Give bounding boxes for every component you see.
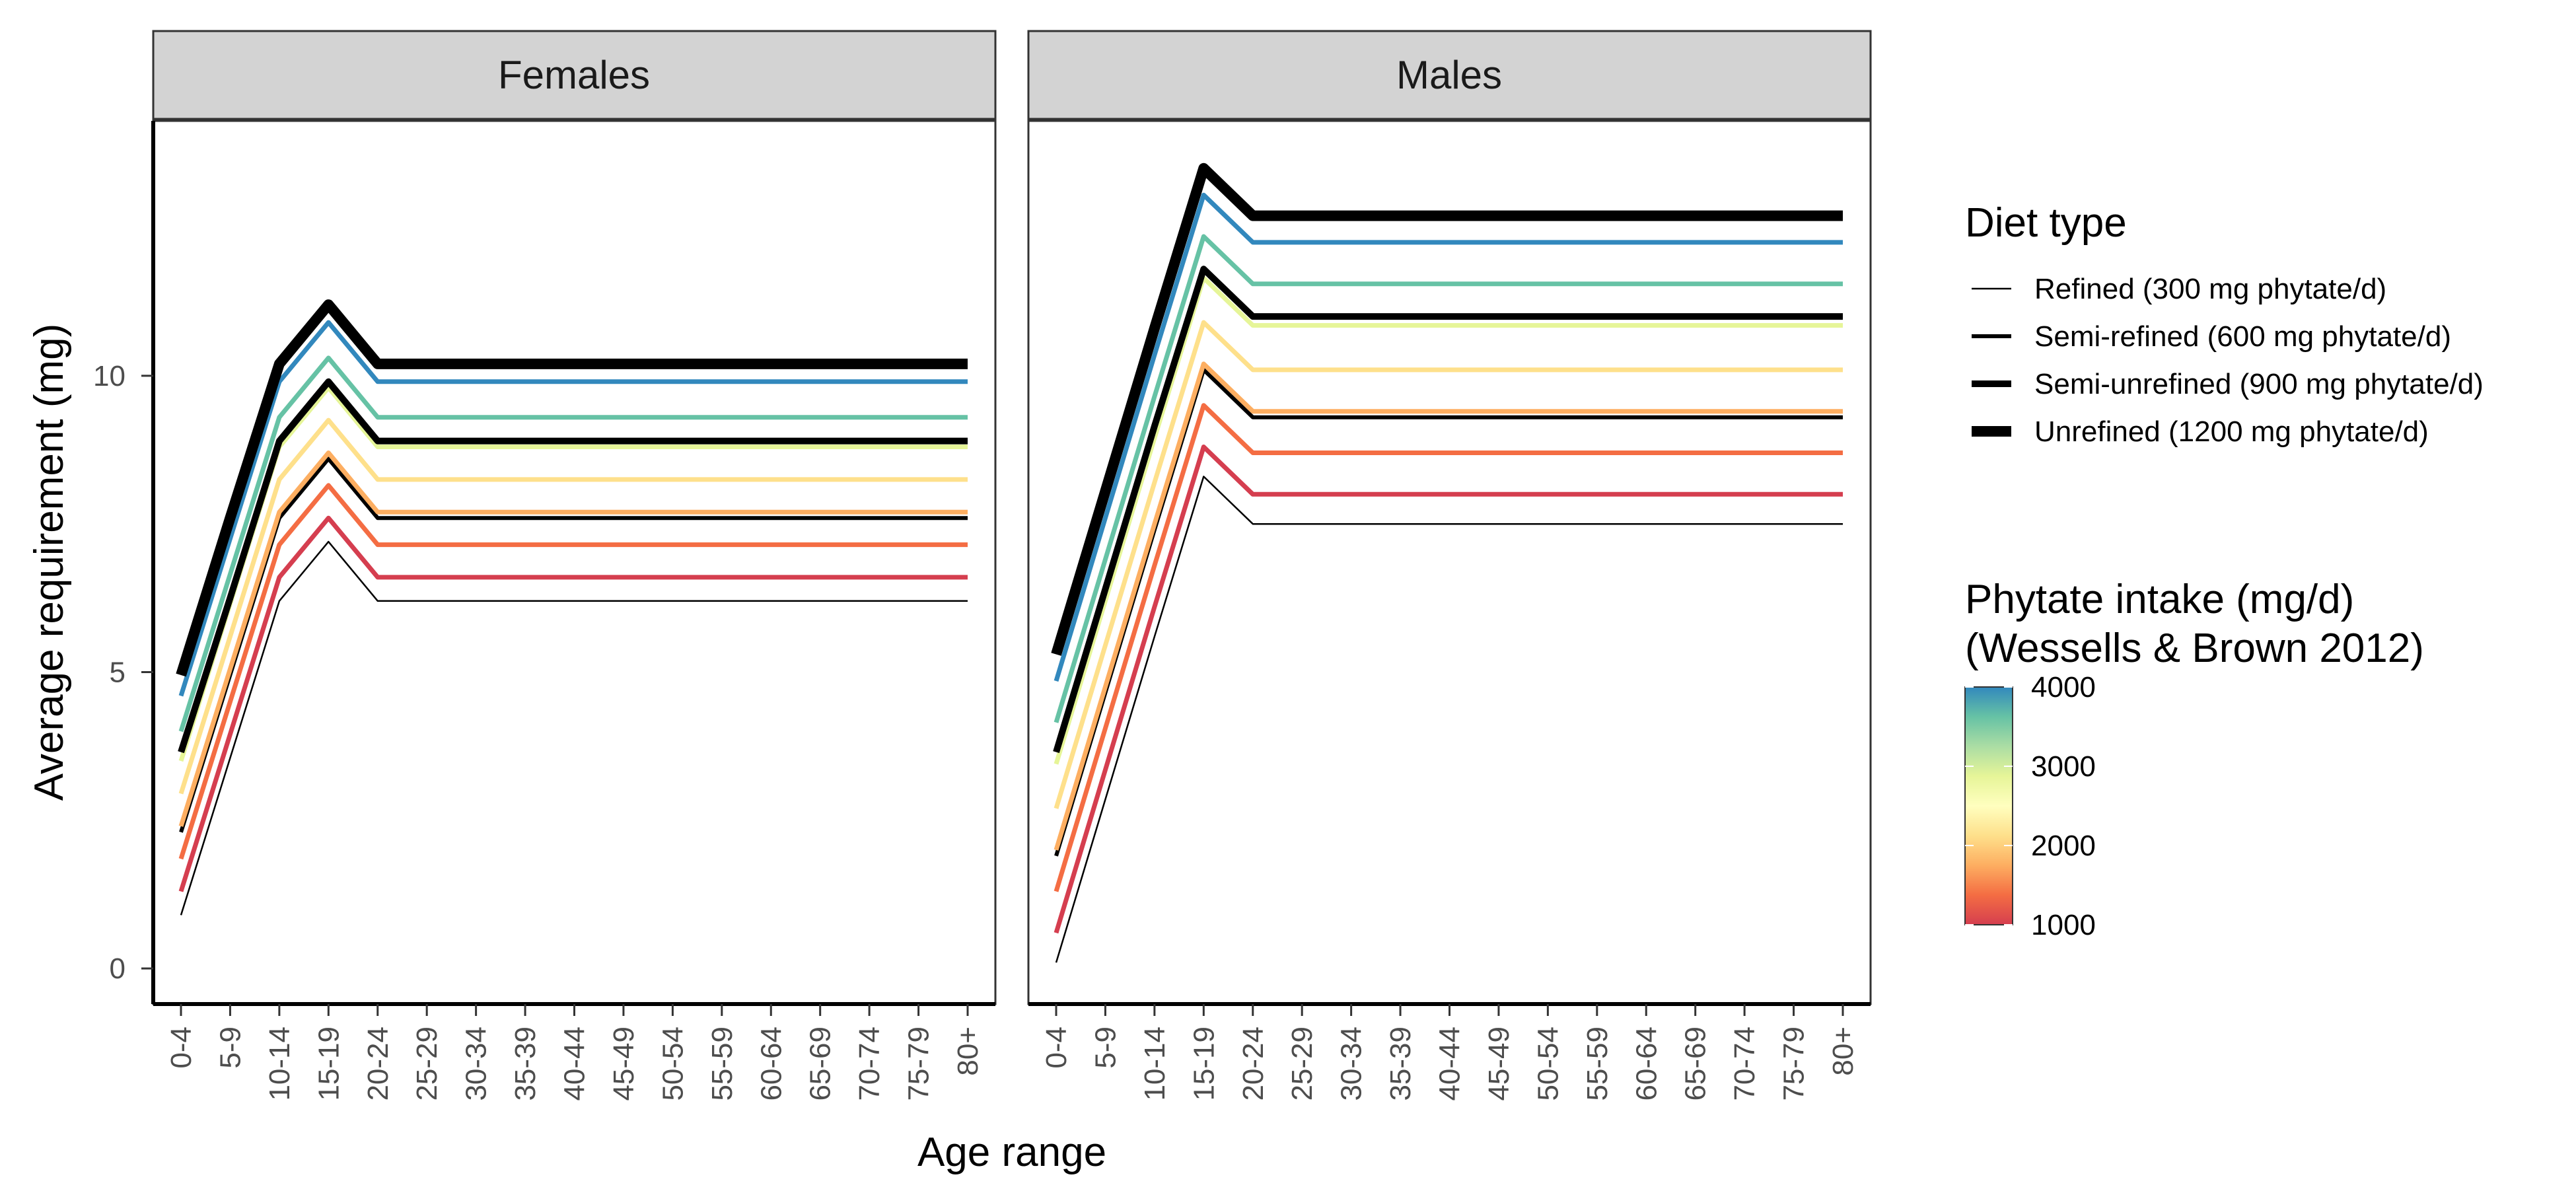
diet-line-refined-females [180, 540, 968, 916]
phytate-line-3500-females [178, 355, 968, 733]
diet-line-semi-unrefined-females [178, 378, 968, 754]
phytate-line-1000-females [178, 515, 968, 892]
x-tick-label: 10-14 [264, 1027, 296, 1101]
x-tick-label: 70-74 [853, 1027, 886, 1101]
x-tick-label: 35-39 [509, 1027, 542, 1101]
x-axis-title: Age range [917, 1130, 1106, 1175]
legend-phytate: Phytate intake (mg/d) (Wessells & Brown … [1964, 577, 2424, 941]
x-tick-label: 55-59 [1581, 1027, 1614, 1101]
diet-line-refined-males [1055, 476, 1843, 963]
x-tick-label: 25-29 [1286, 1027, 1318, 1101]
legend-phytate-title-line2: (Wessells & Brown 2012) [1965, 626, 2424, 671]
x-tick-label: 80+ [1827, 1027, 1859, 1076]
legend-diet-label: Semi-refined (600 mg phytate/d) [2034, 320, 2451, 353]
diet-line-semi-unrefined-males [1053, 266, 1843, 754]
x-tick-label: 20-24 [1237, 1027, 1270, 1101]
phytate-line-1000-males [1054, 445, 1843, 934]
y-tick-label: 10 [93, 360, 125, 392]
x-tick-label: 50-54 [657, 1027, 689, 1101]
legend-diet-label: Unrefined (1200 mg phytate/d) [2034, 415, 2429, 448]
colorbar-tick-label: 4000 [2031, 671, 2096, 703]
panel-females [152, 120, 997, 1005]
colorbar-tick-label: 3000 [2031, 750, 2096, 783]
x-tick-label: 60-64 [755, 1027, 787, 1101]
x-tick-label: 5-9 [214, 1027, 246, 1069]
y-axis-title: Average requirement (mg) [26, 324, 72, 801]
phytate-colorbar [1964, 686, 2013, 925]
x-tick-label: 15-19 [1188, 1027, 1220, 1101]
x-tick-label: 0-4 [165, 1027, 197, 1069]
x-tick-label: 25-29 [411, 1027, 443, 1101]
phytate-line-3500-males [1054, 234, 1843, 723]
phytate-line-2500-males [1054, 320, 1843, 809]
x-tick-label: 30-34 [460, 1027, 493, 1101]
legend-diet: Diet type Refined (300 mg phytate/d) Semi… [1965, 200, 2484, 448]
diet-line-unrefined-females [176, 299, 968, 677]
phytate-line-3000-females [178, 385, 968, 762]
panel-males [1027, 120, 1872, 1005]
x-tick-label: 45-49 [608, 1027, 640, 1101]
x-tick-label: 0-4 [1040, 1027, 1073, 1069]
x-tick-label: 15-19 [312, 1027, 345, 1101]
legend-diet-label: Refined (300 mg phytate/d) [2034, 273, 2386, 305]
facet-strip-males: Males [1027, 30, 1872, 120]
legend-diet-title: Diet type [1965, 200, 2127, 246]
legend-diet-label: Semi-unrefined (900 mg phytate/d) [2034, 368, 2484, 400]
x-tick-label: 40-44 [559, 1027, 591, 1101]
phytate-line-1500-males [1054, 403, 1843, 892]
x-tick-label: 60-64 [1630, 1027, 1663, 1101]
x-tick-label: 10-14 [1139, 1027, 1171, 1101]
x-tick-label: 50-54 [1532, 1027, 1564, 1101]
diet-line-unrefined-males [1051, 162, 1843, 656]
y-tick-label: 0 [110, 953, 125, 985]
x-tick-label: 5-9 [1089, 1027, 1122, 1069]
facet-title-males: Males [1396, 53, 1502, 97]
phytate-line-4000-males [1054, 192, 1843, 682]
x-tick-label: 30-34 [1336, 1027, 1368, 1101]
x-tick-label: 40-44 [1434, 1027, 1466, 1101]
legend-phytate-title-line1: Phytate intake (mg/d) [1965, 577, 2354, 622]
x-tick-label: 65-69 [1680, 1027, 1712, 1101]
y-tick-label: 5 [110, 657, 125, 689]
x-tick-label: 55-59 [706, 1027, 738, 1101]
x-tick-label: 75-79 [1778, 1027, 1810, 1101]
phytate-line-2000-females [178, 450, 968, 827]
x-tick-label: 35-39 [1384, 1027, 1417, 1101]
x-tick-label: 20-24 [362, 1027, 394, 1101]
colorbar-tick-label: 2000 [2031, 830, 2096, 862]
x-tick-label: 70-74 [1729, 1027, 1761, 1101]
x-tick-label: 75-79 [903, 1027, 935, 1101]
axes: 0 5 10 0-4 5-9 10-14 15-19 20-24 25-29 30-34 35-39… [93, 121, 1871, 1101]
phytate-line-2500-females [178, 417, 968, 795]
x-tick-label: 45-49 [1483, 1027, 1515, 1101]
phytate-line-4000-females [178, 320, 968, 697]
phytate-line-2000-males [1054, 361, 1843, 851]
facet-title-females: Females [498, 53, 650, 97]
facet-strip-females: Females [152, 30, 997, 120]
diet-line-semi-refined-females [179, 456, 968, 833]
x-tick-label: 65-69 [805, 1027, 837, 1101]
colorbar-tick-label: 1000 [2031, 909, 2096, 941]
phytate-line-1500-females [178, 483, 968, 860]
x-tick-label: 80+ [952, 1027, 984, 1076]
